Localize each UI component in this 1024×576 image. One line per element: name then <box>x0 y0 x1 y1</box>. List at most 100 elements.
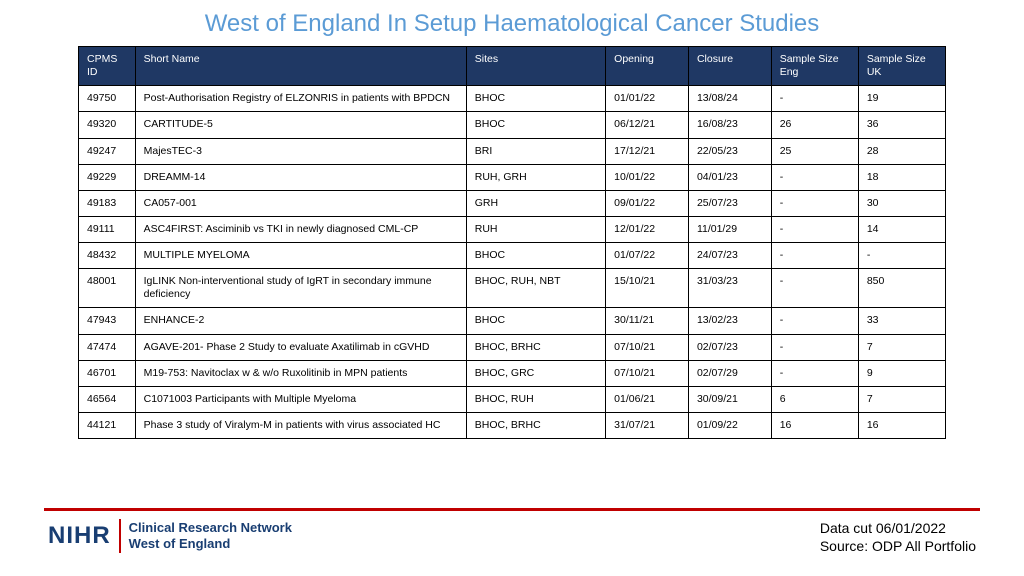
table-row: 47474AGAVE-201- Phase 2 Study to evaluat… <box>79 334 946 360</box>
table-cell: 16/08/23 <box>688 112 771 138</box>
table-cell: CARTITUDE-5 <box>135 112 466 138</box>
table-cell: - <box>771 216 858 242</box>
table-row: 47943ENHANCE-2BHOC30/11/2113/02/23-33 <box>79 308 946 334</box>
table-cell: 31/03/23 <box>688 269 771 308</box>
table-cell: BHOC <box>466 308 605 334</box>
table-cell: RUH, GRH <box>466 164 605 190</box>
data-cut: Data cut 06/01/2022 <box>820 519 976 537</box>
table-cell: 28 <box>858 138 945 164</box>
table-cell: 46564 <box>79 386 136 412</box>
table-cell: 49750 <box>79 86 136 112</box>
table-cell: 49111 <box>79 216 136 242</box>
table-cell: 01/06/21 <box>606 386 689 412</box>
data-source: Source: ODP All Portfolio <box>820 537 976 555</box>
table-cell: BHOC, BRHC <box>466 412 605 438</box>
table-cell: 15/10/21 <box>606 269 689 308</box>
table-cell: 30/09/21 <box>688 386 771 412</box>
table-cell: 07/10/21 <box>606 360 689 386</box>
table-cell: 48001 <box>79 269 136 308</box>
column-header: Closure <box>688 47 771 86</box>
table-cell: 01/07/22 <box>606 243 689 269</box>
table-row: 49229DREAMM-14RUH, GRH10/01/2204/01/23-1… <box>79 164 946 190</box>
table-cell: 18 <box>858 164 945 190</box>
table-cell: 25/07/23 <box>688 190 771 216</box>
table-header-row: CPMS IDShort NameSitesOpeningClosureSamp… <box>79 47 946 86</box>
table-cell: - <box>771 164 858 190</box>
table-body: 49750Post-Authorisation Registry of ELZO… <box>79 86 946 439</box>
table-cell: 07/10/21 <box>606 334 689 360</box>
table-cell: - <box>771 86 858 112</box>
table-cell: 02/07/23 <box>688 334 771 360</box>
table-cell: 01/09/22 <box>688 412 771 438</box>
table-cell: 16 <box>771 412 858 438</box>
column-header: CPMS ID <box>79 47 136 86</box>
table-cell: BHOC <box>466 86 605 112</box>
table-cell: 17/12/21 <box>606 138 689 164</box>
nihr-line2: West of England <box>129 536 292 552</box>
table-cell: ASC4FIRST: Asciminib vs TKI in newly dia… <box>135 216 466 242</box>
table-cell: 14 <box>858 216 945 242</box>
table-cell: 13/08/24 <box>688 86 771 112</box>
nihr-mark: NIHR <box>48 522 111 550</box>
table-cell: 46701 <box>79 360 136 386</box>
table-cell: BHOC, GRC <box>466 360 605 386</box>
table-cell: 49247 <box>79 138 136 164</box>
table-cell: BHOC, RUH, NBT <box>466 269 605 308</box>
table-cell: 49320 <box>79 112 136 138</box>
table-cell: 12/01/22 <box>606 216 689 242</box>
table-cell: - <box>771 269 858 308</box>
table-cell: GRH <box>466 190 605 216</box>
table-cell: - <box>858 243 945 269</box>
table-row: 49750Post-Authorisation Registry of ELZO… <box>79 86 946 112</box>
table-cell: - <box>771 360 858 386</box>
table-cell: 47474 <box>79 334 136 360</box>
table-cell: - <box>771 308 858 334</box>
table-cell: 06/12/21 <box>606 112 689 138</box>
table-cell: - <box>771 190 858 216</box>
table-cell: 02/07/29 <box>688 360 771 386</box>
table-cell: M19-753: Navitoclax w & w/o Ruxolitinib … <box>135 360 466 386</box>
footer: NIHR Clinical Research Network West of E… <box>0 508 1024 576</box>
table-cell: 9 <box>858 360 945 386</box>
table-cell: 48432 <box>79 243 136 269</box>
table-row: 49247MajesTEC-3BRI17/12/2122/05/232528 <box>79 138 946 164</box>
nihr-line1: Clinical Research Network <box>129 520 292 536</box>
table-cell: 22/05/23 <box>688 138 771 164</box>
table-cell: C1071003 Participants with Multiple Myel… <box>135 386 466 412</box>
nihr-text: Clinical Research Network West of Englan… <box>129 520 292 551</box>
column-header: Sample Size UK <box>858 47 945 86</box>
table-cell: 850 <box>858 269 945 308</box>
footer-rule <box>44 508 980 511</box>
table-cell: 30/11/21 <box>606 308 689 334</box>
table-cell: 16 <box>858 412 945 438</box>
table-cell: 01/01/22 <box>606 86 689 112</box>
table-cell: BHOC, RUH <box>466 386 605 412</box>
table-cell: 26 <box>771 112 858 138</box>
table-row: 49320CARTITUDE-5BHOC06/12/2116/08/232636 <box>79 112 946 138</box>
column-header: Short Name <box>135 47 466 86</box>
table-cell: 25 <box>771 138 858 164</box>
nihr-divider <box>119 519 121 553</box>
column-header: Opening <box>606 47 689 86</box>
table-cell: BHOC, BRHC <box>466 334 605 360</box>
footer-meta: Data cut 06/01/2022 Source: ODP All Port… <box>820 519 976 555</box>
table-cell: 36 <box>858 112 945 138</box>
table-cell: 49229 <box>79 164 136 190</box>
table-row: 44121Phase 3 study of Viralym-M in patie… <box>79 412 946 438</box>
table-cell: 11/01/29 <box>688 216 771 242</box>
column-header: Sample Size Eng <box>771 47 858 86</box>
table-cell: MajesTEC-3 <box>135 138 466 164</box>
table-row: 49183CA057-001GRH09/01/2225/07/23-30 <box>79 190 946 216</box>
column-header: Sites <box>466 47 605 86</box>
table-row: 48001IgLINK Non-interventional study of … <box>79 269 946 308</box>
table-cell: 30 <box>858 190 945 216</box>
table-cell: 19 <box>858 86 945 112</box>
table-cell: - <box>771 334 858 360</box>
studies-table: CPMS IDShort NameSitesOpeningClosureSamp… <box>78 46 946 439</box>
table-cell: CA057-001 <box>135 190 466 216</box>
nihr-logo: NIHR Clinical Research Network West of E… <box>48 519 292 553</box>
table-row: 48432MULTIPLE MYELOMABHOC01/07/2224/07/2… <box>79 243 946 269</box>
table-cell: 31/07/21 <box>606 412 689 438</box>
table-cell: BHOC <box>466 243 605 269</box>
table-cell: 47943 <box>79 308 136 334</box>
